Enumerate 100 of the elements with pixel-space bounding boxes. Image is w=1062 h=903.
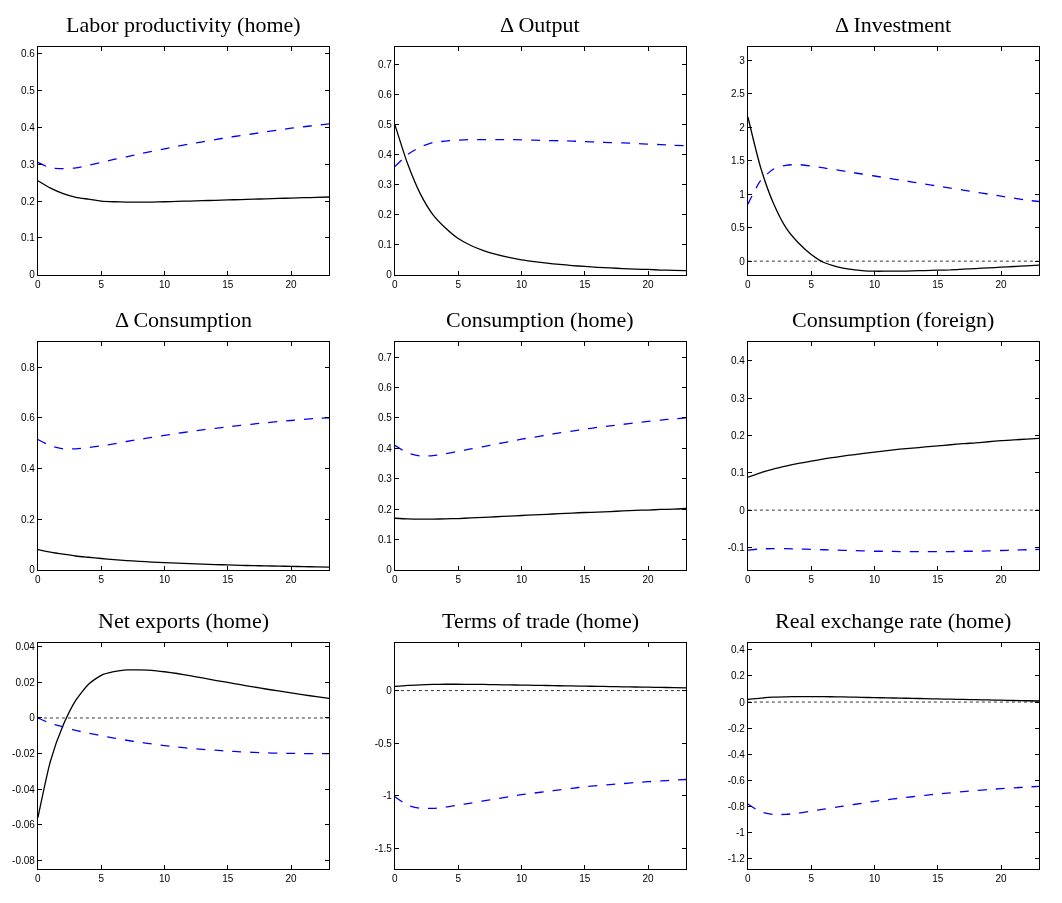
x-tick-label: 5 — [808, 873, 815, 885]
line-series — [394, 778, 687, 810]
x-tick-label: 5 — [808, 573, 815, 585]
x-tick-label: 5 — [98, 573, 105, 585]
y-tick-label: 0.4 — [377, 442, 393, 454]
chart-title: Terms of trade (home) — [442, 608, 639, 633]
line-series — [747, 163, 1040, 205]
x-tick-label: 20 — [285, 278, 298, 290]
y-tick-label: -1.5 — [374, 842, 393, 854]
y-tick-label: -0.2 — [727, 722, 746, 734]
y-tick-label: 0.7 — [377, 351, 393, 363]
y-tick-label: 0.2 — [377, 503, 393, 515]
y-tick-label: 0.4 — [730, 644, 746, 656]
y-tick-label: 0 — [386, 269, 393, 281]
y-tick-label: -1.2 — [727, 853, 746, 865]
x-tick-label: 10 — [868, 873, 881, 885]
x-tick-label: 10 — [158, 873, 171, 885]
x-tick-label: 10 — [158, 278, 171, 290]
y-tick-label: -1 — [382, 790, 393, 802]
y-tick-label: 0.6 — [377, 382, 393, 394]
y-tick-label: -0.02 — [12, 748, 36, 760]
y-tick-label: 0.2 — [730, 670, 746, 682]
x-tick-label: 20 — [285, 873, 298, 885]
y-tick-label: 0 — [29, 564, 36, 576]
x-tick-label: 5 — [455, 573, 462, 585]
line-series — [747, 785, 1040, 816]
chart-title: Δ Output — [500, 12, 580, 37]
x-tick-label: 15 — [579, 873, 591, 885]
x-tick-label: 20 — [285, 573, 298, 585]
y-tick-label: 0.3 — [730, 392, 746, 404]
y-tick-label: 0.4 — [377, 149, 393, 161]
x-tick-label: 15 — [932, 873, 944, 885]
y-tick-label: -0.6 — [727, 774, 746, 786]
y-tick-label: 0.4 — [730, 355, 746, 367]
x-tick-label: 10 — [515, 873, 528, 885]
y-tick-label: 0 — [739, 504, 746, 516]
x-tick-label: 5 — [98, 873, 105, 885]
y-tick-label: 0.5 — [377, 412, 393, 424]
y-tick-label: 0.6 — [377, 89, 393, 101]
y-tick-label: 1.5 — [730, 155, 746, 167]
chart-title: Consumption (foreign) — [792, 307, 995, 332]
x-tick-label: 10 — [158, 573, 171, 585]
y-tick-label: 0.6 — [20, 48, 36, 60]
chart-title: Δ Consumption — [115, 307, 253, 332]
y-tick-label: 0.6 — [20, 412, 36, 424]
y-tick-label: 0.2 — [730, 429, 746, 441]
y-tick-label: 0.2 — [20, 513, 36, 525]
x-tick-label: 5 — [455, 873, 462, 885]
y-tick-label: 0.3 — [377, 179, 393, 191]
y-tick-label: 3 — [739, 54, 746, 66]
y-tick-label: 0.1 — [377, 534, 393, 546]
x-tick-label: 20 — [995, 873, 1008, 885]
x-tick-label: 20 — [642, 873, 655, 885]
x-tick-label: 20 — [642, 278, 655, 290]
y-tick-label: -0.1 — [727, 542, 746, 553]
y-tick-label: 0.8 — [20, 361, 36, 373]
y-tick-label: 0.5 — [20, 85, 36, 97]
y-tick-label: 0.7 — [377, 59, 393, 71]
x-tick-label: 5 — [808, 278, 815, 290]
y-tick-label: -0.5 — [374, 737, 393, 749]
chart-title: Real exchange rate (home) — [775, 608, 1012, 633]
y-tick-label: 0.1 — [20, 232, 36, 244]
y-tick-label: 2.5 — [730, 88, 746, 100]
y-tick-label: 0 — [29, 269, 36, 281]
y-tick-label: 0.02 — [15, 676, 36, 688]
x-tick-label: 5 — [98, 278, 105, 290]
x-tick-label: 15 — [222, 873, 234, 885]
y-tick-label: 0.3 — [377, 473, 393, 485]
chart-title: Consumption (home) — [446, 307, 634, 332]
x-tick-label: 15 — [932, 278, 944, 290]
y-tick-label: 0.3 — [20, 158, 36, 170]
y-tick-label: 0.5 — [377, 119, 393, 131]
chart-title: Net exports (home) — [98, 608, 270, 633]
y-tick-label: 1 — [739, 188, 746, 200]
y-tick-label: 0.5 — [730, 222, 746, 234]
x-tick-label: 15 — [579, 573, 591, 585]
x-tick-label: 15 — [932, 573, 944, 585]
x-tick-label: 10 — [868, 278, 881, 290]
y-tick-label: 0.2 — [377, 209, 393, 221]
line-series — [37, 123, 330, 170]
y-tick-label: 0 — [386, 564, 393, 576]
y-tick-label: 0.4 — [20, 463, 36, 475]
y-tick-label: -1 — [735, 827, 746, 839]
line-series — [394, 138, 687, 168]
x-tick-label: 20 — [995, 278, 1008, 290]
y-tick-label: -0.8 — [727, 801, 746, 813]
y-tick-label: 0.1 — [377, 239, 393, 251]
chart-title: Labor productivity (home) — [66, 12, 301, 37]
x-tick-label: 5 — [455, 278, 462, 290]
x-tick-label: 15 — [222, 278, 234, 290]
y-tick-label: -0.08 — [12, 854, 36, 866]
x-tick-label: 10 — [515, 573, 528, 585]
y-tick-label: 0.1 — [730, 467, 746, 479]
y-tick-label: 0 — [386, 685, 393, 697]
x-tick-label: 15 — [222, 573, 234, 585]
y-tick-label: -0.4 — [727, 748, 746, 760]
x-tick-label: 10 — [515, 278, 528, 290]
x-tick-label: 20 — [642, 573, 655, 585]
y-tick-label: 0 — [739, 696, 746, 708]
chart-title: Δ Investment — [835, 12, 952, 37]
